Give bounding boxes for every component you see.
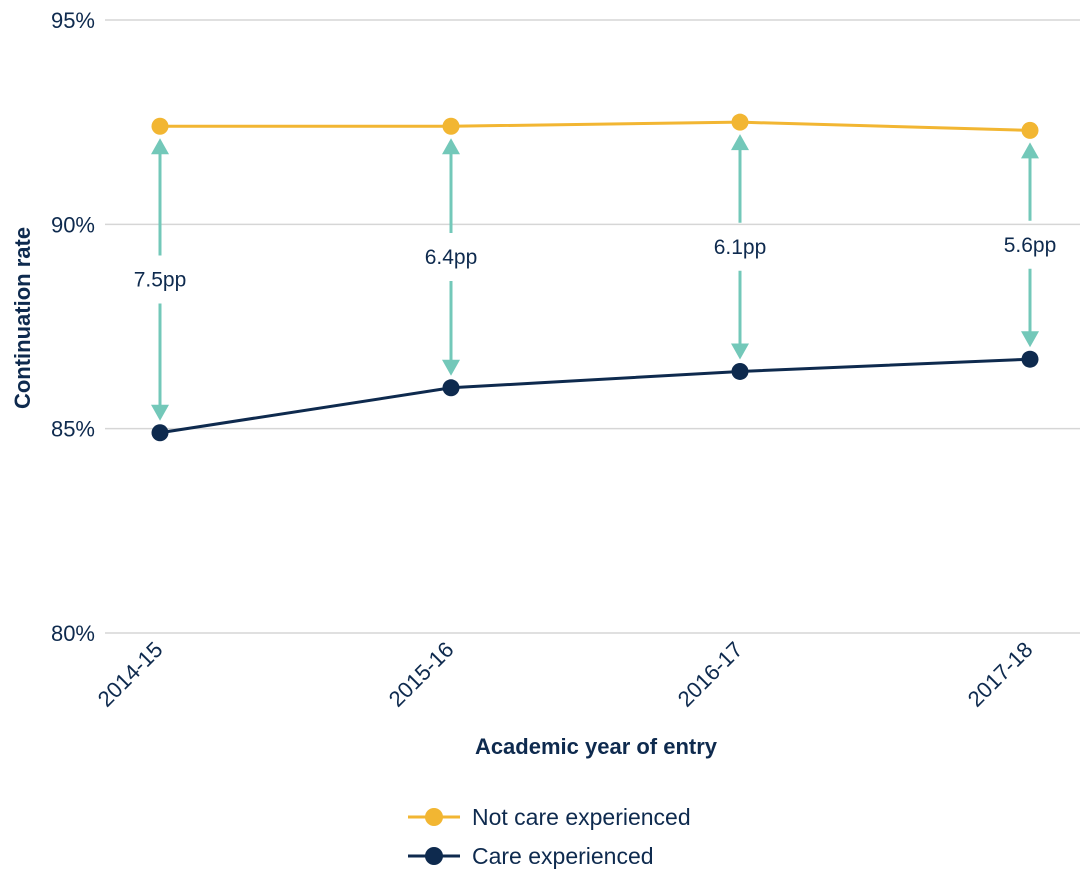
data-point	[151, 424, 169, 442]
series-line	[159, 357, 1031, 435]
legend-item-care-experienced: Care experienced	[408, 843, 654, 869]
gap-arrowhead-down	[151, 404, 169, 421]
x-axis-ticks: 2014-15 2015-16 2016-17 2017-18	[93, 637, 1038, 712]
series-care-experienced	[151, 350, 1039, 442]
series-line	[160, 120, 1031, 132]
gap-annotation: 6.1pp	[714, 134, 767, 360]
data-point	[1021, 121, 1039, 139]
gap-arrowhead-up	[442, 138, 460, 155]
gap-arrowhead-down	[442, 359, 460, 376]
gap-label: 5.6pp	[1004, 234, 1057, 257]
gap-annotation: 6.4pp	[425, 138, 478, 376]
gap-arrowhead-up	[151, 138, 169, 155]
y-tick-label: 85%	[51, 417, 95, 442]
y-axis-title: Continuation rate	[10, 227, 35, 409]
data-point	[151, 117, 169, 135]
legend-swatch-marker	[425, 808, 443, 826]
legend-label: Care experienced	[472, 843, 654, 869]
data-point	[731, 113, 749, 131]
legend-item-not-care-experienced: Not care experienced	[408, 804, 691, 830]
x-tick-label: 2014-15	[93, 637, 168, 712]
gap-label: 6.4pp	[425, 246, 478, 269]
series-not-care-experienced	[151, 113, 1039, 139]
data-point	[1021, 350, 1039, 368]
y-tick-label: 90%	[51, 212, 95, 237]
gap-label: 7.5pp	[134, 269, 187, 292]
gap-annotation: 7.5pp	[134, 138, 187, 421]
y-axis-ticks: 80% 85% 90% 95%	[51, 8, 95, 646]
x-axis-title: Academic year of entry	[475, 734, 718, 759]
gap-arrowhead-down	[1021, 331, 1039, 348]
data-point	[442, 379, 460, 397]
grid-lines	[105, 19, 1080, 634]
x-tick-label: 2015-16	[384, 637, 459, 712]
gap-annotations: 7.5pp 6.4pp 6.1pp 5.6pp	[134, 134, 1057, 421]
y-tick-label: 95%	[51, 8, 95, 33]
y-tick-label: 80%	[51, 621, 95, 646]
data-point	[442, 117, 460, 135]
legend-label: Not care experienced	[472, 804, 691, 830]
gap-arrowhead-up	[1021, 142, 1039, 159]
series-lines	[151, 113, 1039, 442]
gap-arrowhead-down	[731, 343, 749, 360]
data-point	[731, 362, 749, 380]
gap-annotation: 5.6pp	[1004, 142, 1057, 348]
x-tick-label: 2017-18	[963, 637, 1038, 712]
legend: Not care experienced Care experienced	[408, 804, 691, 869]
legend-swatch-marker	[425, 847, 443, 865]
x-tick-label: 2016-17	[673, 637, 748, 712]
gap-label: 6.1pp	[714, 236, 767, 259]
gap-arrowhead-up	[731, 134, 749, 151]
